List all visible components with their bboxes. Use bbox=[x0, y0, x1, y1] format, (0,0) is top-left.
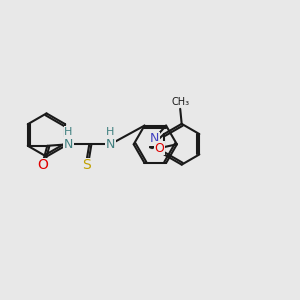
Text: N: N bbox=[106, 138, 115, 151]
Text: CH₃: CH₃ bbox=[171, 97, 189, 107]
Text: N: N bbox=[64, 138, 73, 151]
Text: N: N bbox=[150, 132, 159, 145]
Text: O: O bbox=[38, 158, 48, 172]
Text: H: H bbox=[106, 127, 115, 137]
Text: S: S bbox=[82, 158, 91, 172]
Text: H: H bbox=[64, 127, 73, 137]
Text: O: O bbox=[155, 142, 165, 154]
